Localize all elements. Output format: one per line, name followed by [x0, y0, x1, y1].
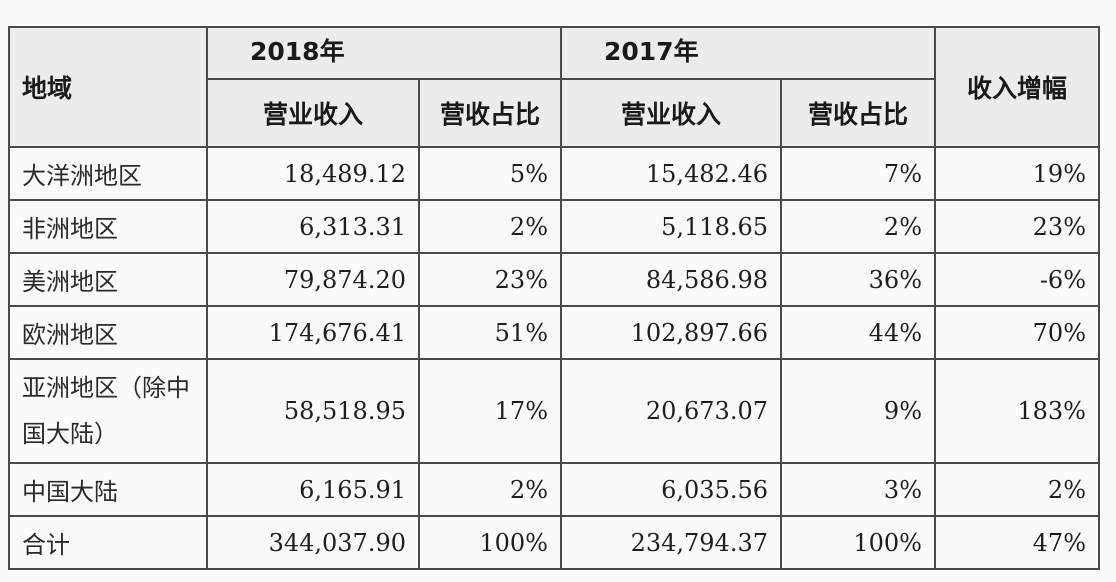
revenue-2018-cell: 18,489.12: [206, 146, 420, 201]
revenue-by-region-table-container: 地域 2018年 2017年 收入增幅 营业收入 营收占比 营业收入 营收占比 …: [8, 26, 1100, 570]
region-header: 地域: [8, 26, 208, 148]
share-2017-cell: 9%: [780, 358, 936, 464]
header-row-years: 地域 2018年 2017年 收入增幅: [8, 26, 1100, 148]
growth-cell: 70%: [934, 305, 1100, 360]
share-2017-cell: 7%: [780, 146, 936, 201]
growth-header: 收入增幅: [934, 26, 1100, 148]
year-2017-header: 2017年: [560, 26, 936, 80]
table-row: 大洋洲地区 18,489.12 5% 15,482.46 7% 19%: [8, 146, 1100, 201]
table-row: 美洲地区 79,874.20 23% 84,586.98 36% -6%: [8, 252, 1100, 307]
table-row-total: 合计 344,037.90 100% 234,794.37 100% 47%: [8, 515, 1100, 570]
share-2017-cell: 44%: [780, 305, 936, 360]
revenue-2018-cell: 6,165.91: [206, 462, 420, 517]
share-2017-cell: 100%: [780, 515, 936, 570]
region-cell: 大洋洲地区: [8, 146, 208, 201]
share-2017-cell: 36%: [780, 252, 936, 307]
revenue-2017-cell: 234,794.37: [560, 515, 782, 570]
revenue-by-region-table: 地域 2018年 2017年 收入增幅 营业收入 营收占比 营业收入 营收占比 …: [8, 26, 1100, 570]
header-row-metrics: 营业收入 营收占比 营业收入 营收占比: [9, 78, 1099, 148]
revenue-2018-header: 营业收入: [206, 78, 420, 148]
region-cell: 美洲地区: [8, 252, 208, 307]
revenue-2018-cell: 344,037.90: [206, 515, 420, 570]
share-2018-cell: 17%: [418, 358, 562, 464]
revenue-2017-cell: 102,897.66: [560, 305, 782, 360]
region-cell: 非洲地区: [8, 199, 208, 254]
growth-cell: 47%: [934, 515, 1100, 570]
growth-cell: -6%: [934, 252, 1100, 307]
region-cell: 合计: [8, 515, 208, 570]
table-row: 亚洲地区（除中国大陆） 58,518.95 17% 20,673.07 9% 1…: [8, 358, 1100, 464]
table-row: 欧洲地区 174,676.41 51% 102,897.66 44% 70%: [8, 305, 1100, 360]
revenue-2018-cell: 79,874.20: [206, 252, 420, 307]
growth-cell: 183%: [934, 358, 1100, 464]
share-2018-cell: 100%: [418, 515, 562, 570]
growth-cell: 23%: [934, 199, 1100, 254]
year-2018-header: 2018年: [206, 26, 562, 80]
share-2018-cell: 2%: [418, 199, 562, 254]
share-2018-cell: 23%: [418, 252, 562, 307]
growth-cell: 2%: [934, 462, 1100, 517]
table-row: 中国大陆 6,165.91 2% 6,035.56 3% 2%: [8, 462, 1100, 517]
table-row: 非洲地区 6,313.31 2% 5,118.65 2% 23%: [8, 199, 1100, 254]
share-2017-header: 营收占比: [780, 78, 936, 148]
region-cell: 欧洲地区: [8, 305, 208, 360]
share-2018-cell: 51%: [418, 305, 562, 360]
share-2017-cell: 2%: [780, 199, 936, 254]
revenue-2017-cell: 5,118.65: [560, 199, 782, 254]
revenue-2018-cell: 6,313.31: [206, 199, 420, 254]
share-2017-cell: 3%: [780, 462, 936, 517]
revenue-2017-cell: 15,482.46: [560, 146, 782, 201]
revenue-2017-cell: 6,035.56: [560, 462, 782, 517]
revenue-2018-cell: 174,676.41: [206, 305, 420, 360]
revenue-2018-cell: 58,518.95: [206, 358, 420, 464]
share-2018-cell: 2%: [418, 462, 562, 517]
revenue-2017-header: 营业收入: [560, 78, 782, 148]
region-cell: 中国大陆: [8, 462, 208, 517]
growth-cell: 19%: [934, 146, 1100, 201]
share-2018-header: 营收占比: [418, 78, 562, 148]
region-cell: 亚洲地区（除中国大陆）: [8, 358, 208, 464]
share-2018-cell: 5%: [418, 146, 562, 201]
revenue-2017-cell: 20,673.07: [560, 358, 782, 464]
revenue-2017-cell: 84,586.98: [560, 252, 782, 307]
